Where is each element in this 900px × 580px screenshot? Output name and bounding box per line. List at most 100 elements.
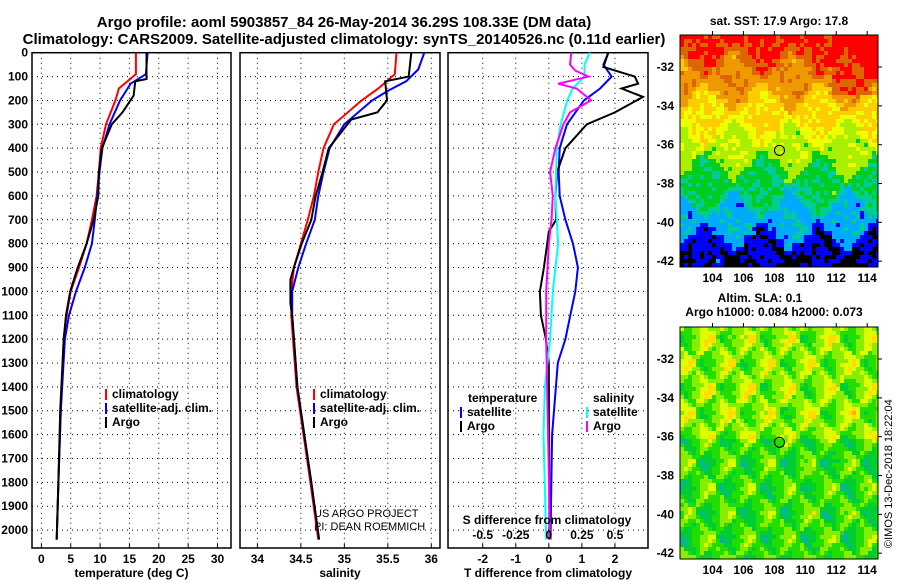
legend-title-salinity: salinity <box>593 391 635 405</box>
depth-tick-label: 1000 <box>1 284 28 298</box>
legend-swatch <box>460 407 462 418</box>
map-lon-label: 104 <box>702 271 722 285</box>
map-lon-label: 110 <box>796 563 816 577</box>
s-tick-label: -0.25 <box>502 528 530 542</box>
map-lat-label: -32 <box>657 352 675 366</box>
depth-tick-label: 1200 <box>1 332 28 346</box>
plot-frame <box>31 51 232 549</box>
depth-tick-label: 1300 <box>1 356 28 370</box>
x-tick-label: 2 <box>612 552 619 566</box>
legend-label: Argo <box>112 415 140 429</box>
depth-tick-label: 500 <box>8 165 28 179</box>
map-lat-label: -36 <box>657 138 675 152</box>
x-tick-label: 1 <box>579 552 586 566</box>
map-lat-label: -40 <box>657 215 675 229</box>
title-line1: Argo profile: aoml 5903857_84 26-May-201… <box>97 14 591 31</box>
x-tick-label: 25 <box>181 552 195 566</box>
x-tick-label: 5 <box>67 552 74 566</box>
depth-tick-label: 1400 <box>1 380 28 394</box>
map-lat-label: -40 <box>657 507 675 521</box>
legend-label: satellite <box>467 405 512 419</box>
x-axis-label: T difference from climatology <box>464 566 632 580</box>
map-lat-label: -34 <box>657 391 675 405</box>
depth-tick-label: 600 <box>8 189 28 203</box>
map-frame <box>679 326 879 560</box>
x-axis-label: salinity <box>319 566 361 580</box>
x-tick-label: 0 <box>545 552 552 566</box>
x-tick-label: 34 <box>251 552 265 566</box>
sla-map-title: Altim. SLA: 0.1 <box>718 291 803 305</box>
depth-tick-label: 1600 <box>1 428 28 442</box>
x-tick-label: -1 <box>510 552 521 566</box>
map-lat-label: -36 <box>657 430 675 444</box>
depth-tick-label: 1700 <box>1 451 28 465</box>
legend-label: satellite-adj. clim. <box>112 401 212 415</box>
legend-swatch <box>313 389 315 400</box>
s-tick-label: -0.5 <box>472 528 493 542</box>
legend-swatch <box>586 421 588 432</box>
depth-tick-label: 100 <box>8 70 28 84</box>
series-line-satellite-adj-clim- <box>291 52 426 540</box>
series-line-t-satellite <box>549 52 613 540</box>
credit-project: US ARGO PROJECT <box>314 508 419 520</box>
x-tick-label: 34.5 <box>289 552 313 566</box>
map-frame <box>679 34 879 268</box>
map-lat-label: -38 <box>657 177 675 191</box>
depth-tick-label: 900 <box>8 261 28 275</box>
x-tick-label: 15 <box>123 552 137 566</box>
imos-stamp: ©IMOS 13-Dec-2018 18:22:04 <box>883 399 895 548</box>
legend-label: climatology <box>112 387 179 401</box>
map-lat-label: -32 <box>657 60 675 74</box>
legend-swatch <box>105 403 107 414</box>
legend-label: Argo <box>467 419 495 433</box>
map-lat-label: -38 <box>657 469 675 483</box>
s-tick-label: 0.25 <box>570 528 594 542</box>
legend-swatch <box>313 403 315 414</box>
map-lat-label: -42 <box>657 254 675 268</box>
depth-tick-label: 0 <box>21 46 28 60</box>
legend-swatch <box>105 389 107 400</box>
map-lat-label: -34 <box>657 99 675 113</box>
credit-pi: PI: DEAN ROEMMICH <box>314 521 425 533</box>
map-lon-label: 108 <box>764 563 784 577</box>
s-tick-label: 0.5 <box>607 528 624 542</box>
map-lon-label: 114 <box>857 563 877 577</box>
depth-tick-label: 300 <box>8 117 28 131</box>
sla-map-image <box>680 327 878 559</box>
series-line-argo <box>289 52 413 540</box>
x-tick-label: 30 <box>211 552 225 566</box>
series-line-argo <box>55 52 148 540</box>
legend-label: satellite <box>593 405 638 419</box>
map-lon-label: 112 <box>827 563 847 577</box>
depth-tick-label: 800 <box>8 237 28 251</box>
map-lon-label: 104 <box>702 563 722 577</box>
x-tick-label: 0 <box>38 552 45 566</box>
x-tick-label: 20 <box>152 552 166 566</box>
x-tick-label: -2 <box>477 552 488 566</box>
plot-frame <box>447 51 649 549</box>
legend-label: satellite-adj. clim. <box>320 401 420 415</box>
plot-frame <box>239 51 441 549</box>
series-line-s-argo <box>545 52 593 540</box>
legend-swatch <box>105 417 107 428</box>
depth-tick-label: 200 <box>8 93 28 107</box>
s-tick-label: 0 <box>545 528 552 542</box>
s-axis-label: S difference from climatology <box>463 513 632 527</box>
map-lon-label: 114 <box>857 271 877 285</box>
x-tick-label: 36 <box>425 552 439 566</box>
argo-location-marker <box>773 144 785 156</box>
depth-tick-label: 1800 <box>1 475 28 489</box>
x-axis-label: temperature (deg C) <box>74 566 188 580</box>
legend-label: climatology <box>320 387 387 401</box>
map-lon-label: 112 <box>827 271 847 285</box>
depth-tick-label: 1900 <box>1 499 28 513</box>
sla-map-subtitle: Argo h1000: 0.084 h2000: 0.073 <box>685 305 863 319</box>
depth-tick-label: 2000 <box>1 523 28 537</box>
legend-label: Argo <box>593 419 621 433</box>
map-lon-label: 106 <box>733 563 753 577</box>
legend-title-temperature: temperature <box>468 391 538 405</box>
sst-map-image <box>680 35 878 267</box>
legend-label: Argo <box>320 415 348 429</box>
